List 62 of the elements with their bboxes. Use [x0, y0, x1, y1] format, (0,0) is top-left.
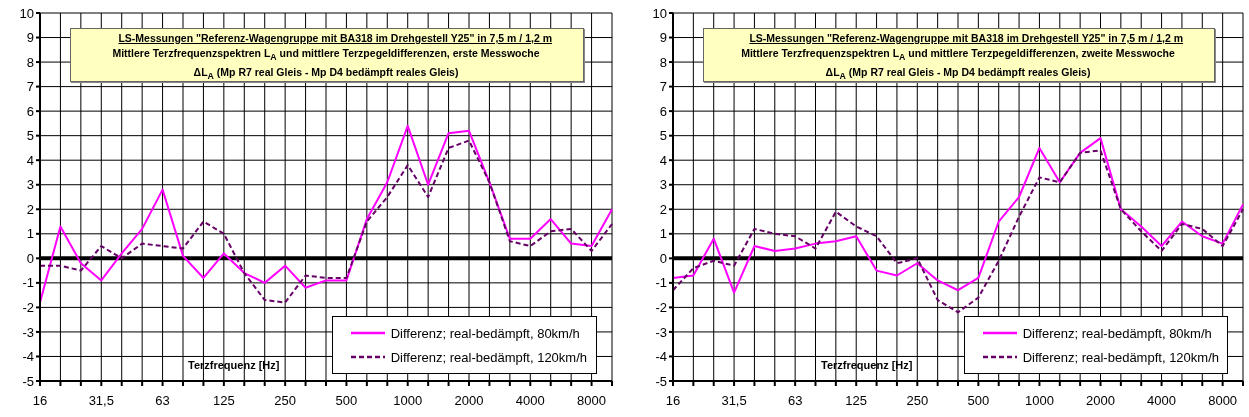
x-tick-label: 4000 — [515, 393, 545, 409]
y-tick-label: 10 — [652, 5, 667, 21]
y-tick-label: 10 — [19, 5, 34, 21]
x-tick-label: 250 — [906, 393, 929, 409]
y-tick-label: 7 — [659, 79, 667, 95]
y-tick-label: -5 — [22, 373, 34, 389]
y-tick-label: 8 — [26, 54, 34, 70]
x-tick-label: 2000 — [1086, 393, 1115, 409]
y-tick-label: -5 — [655, 373, 667, 389]
x-tick-label: 16 — [665, 393, 681, 409]
y-tick-label: 9 — [26, 30, 34, 46]
y-tick-label: -3 — [22, 324, 34, 340]
y-tick-label: 5 — [26, 128, 34, 144]
x-tick-label: 500 — [335, 393, 358, 409]
y-tick-label: 3 — [659, 177, 667, 193]
text: LS-Messungen "Referenz-Wagengruppe mit BA318 im Drehgestell Y25" in 7,5 m / 1,2 m — [748, 31, 1184, 46]
y-tick-label: 5 — [659, 128, 667, 144]
y-tick-label: 9 — [659, 30, 667, 46]
text: Mittlere Terzfrequenzspektren L$_{A}$ und mittlere Terzpegeldifferenzen, zweite Messwoche ΔL$_{A}$ (Mp R7 real Gleis - Mp D4 bedämpft reales Gleis) — [741, 47, 1175, 82]
line-series — [672, 137, 1244, 294]
y-tick-label: 6 — [659, 103, 667, 119]
x-tick-label: 125 — [845, 393, 868, 409]
y-tick-label: -1 — [655, 275, 667, 291]
x-tick-label: 4000 — [1147, 393, 1177, 409]
x-tick-label: 8000 — [577, 393, 607, 409]
legend-label: Differenz; real-bedämpft, 80km/h — [1022, 325, 1212, 341]
text: Mittlere Terzfrequenzspektren L$_{A}$ und mittlere Terzpegeldifferenzen, erste Messwoche ΔL$_{A}$ (Mp R7 real Gleis - Mp D4 bedämpft reales Gleis) — [112, 47, 540, 82]
y-tick-label: -2 — [22, 300, 34, 316]
y-tick-label: -2 — [655, 300, 667, 316]
x-tick-label: 16 — [32, 393, 48, 409]
y-tick-label: -1 — [22, 275, 34, 291]
y-tick-label: -4 — [22, 349, 34, 365]
y-tick-label: 4 — [659, 152, 667, 168]
text: LS-Messungen "Referenz-Wagengruppe mit BA318 im Drehgestell Y25" in 7,5 m / 1,2 m — [117, 31, 553, 46]
y-tick-label: 2 — [659, 201, 667, 217]
x-tick-label: 250 — [274, 393, 296, 409]
x-tick-label: 1000 — [1024, 393, 1054, 409]
x-tick-label: 1000 — [393, 393, 423, 409]
x-tick-label: 125 — [213, 393, 235, 409]
x-tick-label: 63 — [155, 393, 170, 409]
legend-label: Differenz; real-bedämpft, 120km/h — [390, 349, 588, 365]
y-tick-label: 2 — [26, 201, 34, 217]
y-tick-label: 1 — [659, 226, 667, 242]
x-tick-label: 63 — [787, 393, 803, 409]
x-tick-label: 8000 — [1208, 393, 1238, 409]
y-tick-label: 8 — [659, 54, 667, 70]
y-tick-label: 4 — [26, 152, 34, 168]
y-tick-label: 0 — [26, 250, 34, 266]
y-tick-label: 3 — [26, 177, 34, 193]
y-tick-label: 0 — [659, 250, 667, 266]
x-tick-label: 500 — [967, 393, 990, 409]
legend-label: Differenz; real-bedämpft, 80km/h — [390, 325, 580, 341]
y-tick-label: 6 — [26, 103, 34, 119]
x-tick-label: 2000 — [454, 393, 484, 409]
y-tick-label: 1 — [26, 226, 34, 242]
x-tick-label: 31,5 — [721, 393, 747, 409]
y-tick-label: -3 — [655, 324, 667, 340]
legend-label: Differenz; real-bedämpft, 120km/h — [1022, 349, 1219, 365]
x-tick-label: 31,5 — [88, 393, 114, 409]
y-tick-label: -4 — [655, 349, 667, 365]
line-series — [672, 149, 1244, 314]
y-tick-label: 7 — [26, 79, 34, 95]
